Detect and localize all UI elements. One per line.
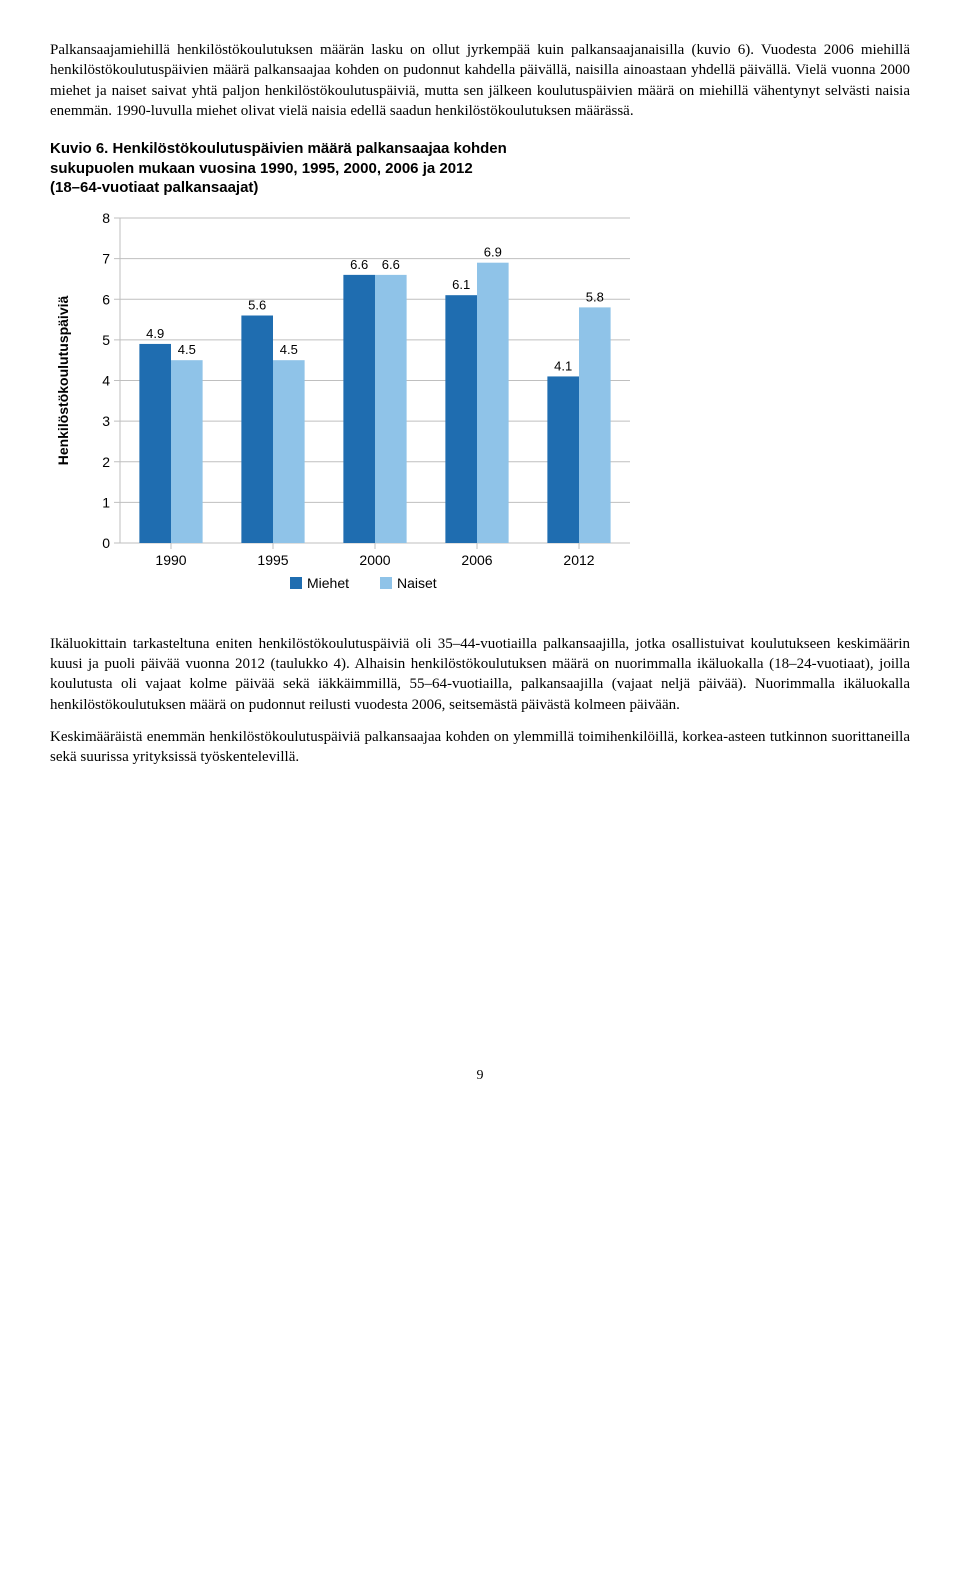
svg-text:2000: 2000 [359, 552, 390, 568]
svg-text:Henkilöstökoulutuspäiviä: Henkilöstökoulutuspäiviä [55, 295, 71, 465]
chart-container: 0 1 2 3 4 5 6 7 8 Henkilöstökoulutuspäiviä 1990 4.9… [50, 208, 910, 614]
chart-title-line1: Kuvio 6. Henkilöstökoulutuspäivien määrä… [50, 140, 507, 157]
svg-text:Naiset: Naiset [397, 575, 437, 591]
paragraph-averages: Keskimääräistä enemmän henkilöstökoulutu… [50, 727, 910, 768]
svg-text:1: 1 [102, 494, 110, 510]
svg-text:4.5: 4.5 [178, 342, 196, 357]
chart-title: Kuvio 6. Henkilöstökoulutuspäivien määrä… [50, 139, 910, 198]
svg-text:5: 5 [102, 331, 110, 347]
svg-text:Miehet: Miehet [307, 575, 349, 591]
svg-text:7: 7 [102, 250, 110, 266]
paragraph-age-groups: Ikäluokittain tarkasteltuna eniten henki… [50, 634, 910, 715]
svg-text:6.1: 6.1 [452, 277, 470, 292]
svg-text:2006: 2006 [461, 552, 492, 568]
svg-text:2012: 2012 [563, 552, 594, 568]
svg-text:4.9: 4.9 [146, 325, 164, 340]
svg-text:4: 4 [102, 372, 110, 388]
page-number: 9 [50, 1067, 910, 1086]
svg-text:5.8: 5.8 [586, 289, 604, 304]
svg-text:6: 6 [102, 291, 110, 307]
svg-text:2: 2 [102, 453, 110, 469]
svg-text:8: 8 [102, 210, 110, 226]
svg-text:0: 0 [102, 535, 110, 551]
svg-text:1995: 1995 [257, 552, 288, 568]
chart-title-line2: sukupuolen mukaan vuosina 1990, 1995, 20… [50, 160, 473, 177]
bar-chart: 0 1 2 3 4 5 6 7 8 Henkilöstökoulutuspäiviä 1990 4.9… [50, 208, 640, 608]
svg-text:3: 3 [102, 413, 110, 429]
svg-text:4.1: 4.1 [554, 358, 572, 373]
svg-text:4.5: 4.5 [280, 342, 298, 357]
svg-text:6.9: 6.9 [484, 244, 502, 259]
svg-text:6.6: 6.6 [382, 256, 400, 271]
svg-text:6.6: 6.6 [350, 256, 368, 271]
paragraph-intro: Palkansaajamiehillä henkilöstökoulutukse… [50, 40, 910, 121]
svg-text:1990: 1990 [155, 552, 186, 568]
chart-title-line3: (18–64-vuotiaat palkansaajat) [50, 179, 258, 196]
svg-text:5.6: 5.6 [248, 297, 266, 312]
